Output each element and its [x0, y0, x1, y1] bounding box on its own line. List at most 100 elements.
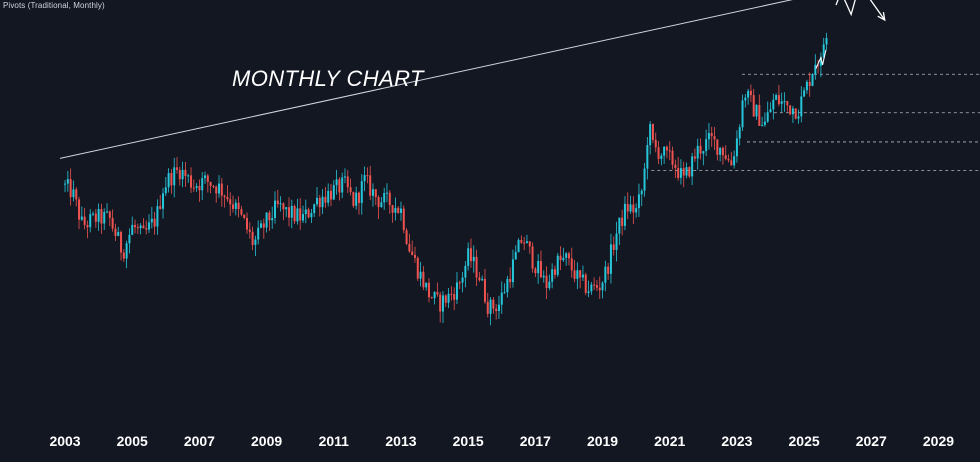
candle-body — [377, 197, 380, 208]
candle-body — [674, 164, 677, 168]
candle — [615, 221, 618, 262]
candle-body — [388, 192, 391, 206]
candle — [313, 203, 316, 217]
candle-body — [97, 209, 100, 222]
candle-body — [573, 270, 576, 279]
candle — [542, 270, 545, 283]
candle-body — [232, 204, 235, 209]
candle — [517, 238, 520, 253]
candle-body — [103, 212, 106, 224]
candle — [363, 166, 366, 192]
candle — [299, 198, 302, 230]
candle-body — [752, 95, 755, 117]
candle-body — [509, 278, 512, 283]
candle — [511, 249, 514, 288]
candle — [755, 104, 758, 120]
candle-body — [304, 209, 307, 215]
candle — [467, 242, 470, 271]
candle — [660, 153, 663, 166]
candle-body — [464, 265, 467, 278]
candle — [590, 281, 593, 295]
candle-body — [539, 260, 542, 278]
candle — [579, 269, 582, 289]
candle — [587, 280, 590, 298]
candle-body — [766, 112, 769, 122]
candle-body — [226, 196, 229, 200]
candle — [553, 265, 556, 279]
candle — [75, 187, 78, 207]
candle-body — [506, 278, 509, 293]
candle-body — [439, 294, 442, 312]
candle-body — [497, 304, 500, 311]
candle — [749, 84, 752, 102]
candle-body — [411, 251, 414, 255]
candle-body — [341, 177, 344, 193]
candle — [581, 265, 584, 282]
candle — [534, 266, 537, 278]
candle — [478, 271, 481, 282]
candle — [240, 205, 243, 217]
candle — [176, 157, 179, 174]
candle-body — [545, 275, 548, 289]
candle-body — [120, 232, 123, 253]
candle-body — [327, 190, 330, 203]
candle-body — [254, 239, 257, 245]
candle-body — [601, 282, 604, 291]
candle-body — [677, 167, 680, 178]
candle — [469, 238, 472, 268]
candle-body — [615, 233, 618, 250]
candle — [97, 203, 100, 231]
candle — [808, 72, 811, 97]
candle — [108, 210, 111, 227]
candle — [663, 146, 666, 164]
candle — [355, 186, 358, 210]
candle — [629, 195, 632, 214]
candle-body — [159, 206, 162, 209]
candle — [83, 207, 86, 230]
candle-body — [551, 269, 554, 282]
candle — [399, 201, 402, 221]
candle — [357, 191, 360, 215]
candle-body — [646, 145, 649, 169]
candle — [268, 210, 271, 232]
candle-body — [246, 217, 249, 230]
candle — [458, 280, 461, 290]
candle — [677, 156, 680, 181]
candle-body — [313, 204, 316, 214]
candle-body — [204, 175, 207, 179]
candle — [327, 183, 330, 207]
candle — [307, 207, 310, 219]
candle-body — [618, 217, 621, 234]
candle-body — [590, 284, 593, 292]
candle-body — [800, 96, 803, 117]
candle-body — [747, 90, 750, 98]
candle — [100, 203, 103, 235]
candle-body — [587, 291, 590, 293]
candle — [548, 274, 551, 291]
candle-body — [318, 197, 321, 208]
candle-body — [176, 167, 179, 170]
candle-body — [128, 234, 131, 244]
candle — [803, 87, 806, 98]
candle — [598, 276, 601, 299]
candle-body — [825, 38, 828, 45]
candle — [131, 216, 134, 236]
candle — [626, 192, 629, 220]
candle-body — [517, 239, 520, 253]
candle — [777, 84, 780, 107]
candle — [525, 234, 528, 244]
candle-body — [310, 213, 313, 218]
candle — [721, 146, 724, 165]
pivots-indicator-label[interactable]: Pivots (Traditional, Monthly) — [3, 1, 105, 10]
candle-body — [691, 156, 694, 177]
candle — [366, 167, 369, 184]
candle — [251, 226, 254, 251]
candle — [573, 260, 576, 283]
candle-body — [559, 255, 562, 261]
candle — [173, 157, 176, 198]
candle-body — [609, 244, 612, 274]
candle — [150, 206, 153, 229]
candle — [461, 271, 464, 293]
